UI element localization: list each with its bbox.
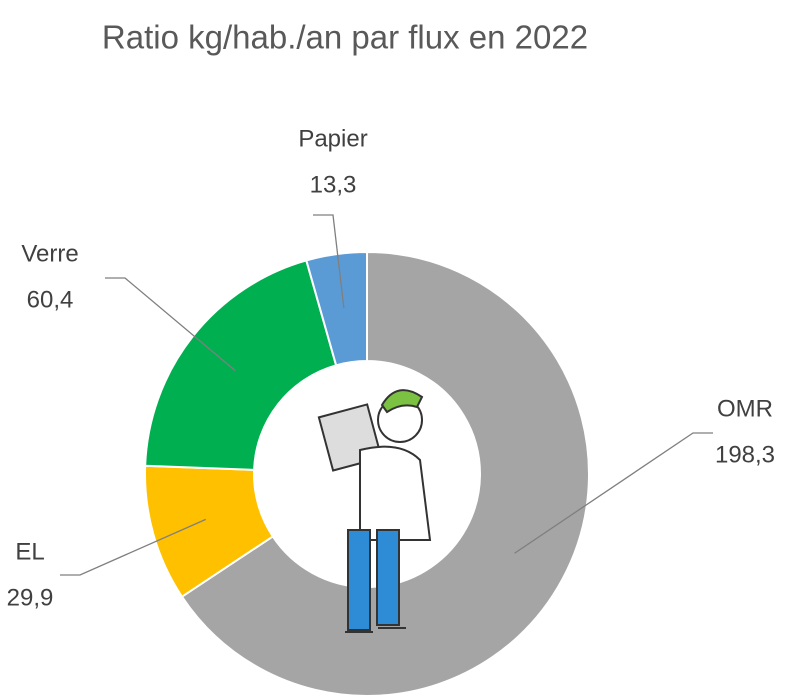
slice [180,250,590,697]
leader-line [313,214,345,309]
illustration [317,389,432,633]
leader-line [514,432,713,554]
slice [305,250,368,367]
data-labels: OMR 198,3 EL 29,9 Verre 60,4 Papier 13,3 [7,125,775,611]
slice [144,259,338,471]
donut [144,250,590,697]
category-label: OMR [717,395,773,422]
category-label: EL [15,538,44,565]
category-label: Papier [298,125,367,152]
leader-line [60,518,207,576]
value-label: 13,3 [310,171,357,198]
chart-title: Ratio kg/hab./an par flux en 2022 [102,19,588,56]
value-label: 198,3 [715,441,775,468]
leader-lines [60,214,713,576]
value-label: 29,9 [7,584,54,611]
leader-line [105,277,236,372]
category-label: Verre [21,240,78,267]
value-label: 60,4 [27,286,74,313]
